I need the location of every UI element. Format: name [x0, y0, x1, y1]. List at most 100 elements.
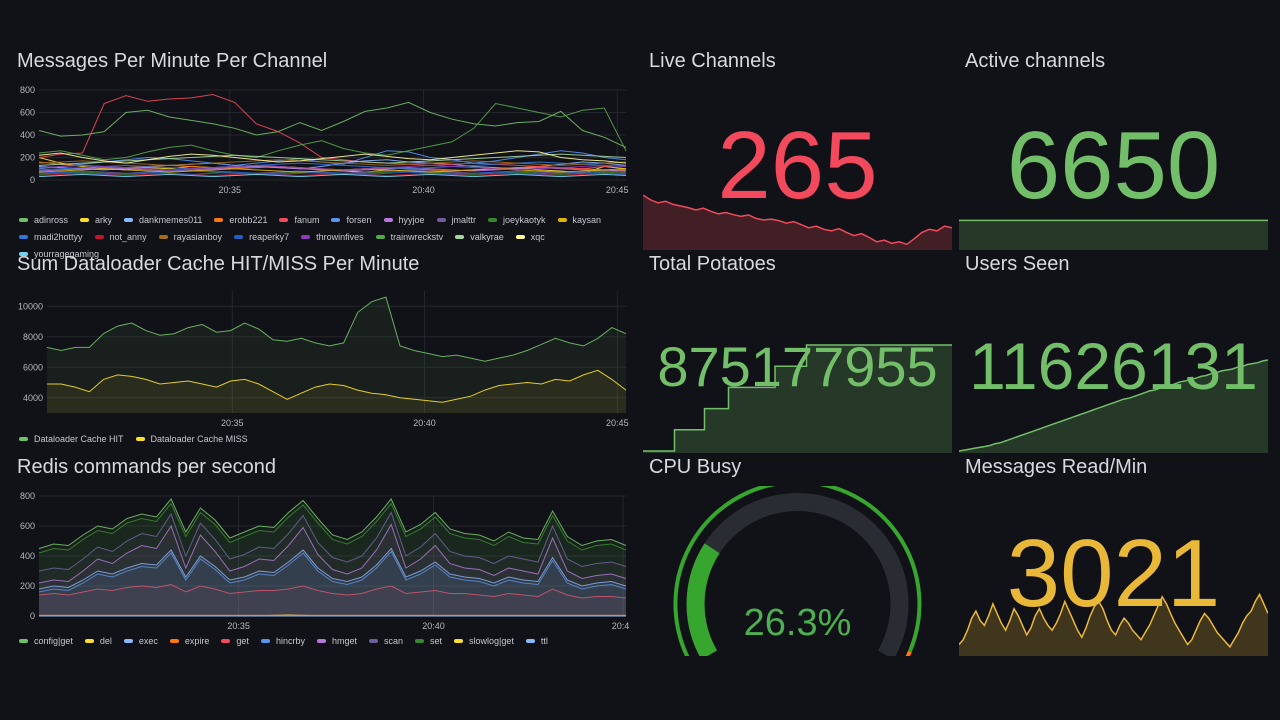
legend-swatch	[260, 639, 270, 643]
legend-item[interactable]: del	[84, 633, 112, 649]
series-line[interactable]	[38, 159, 627, 166]
legend-item[interactable]: Dataloader Cache HIT	[19, 431, 124, 447]
panel-title[interactable]: Live Channels	[649, 50, 776, 72]
legend-label: hmget	[331, 636, 357, 646]
x-tick-label: 20:45	[606, 185, 629, 195]
stat-value: 265	[717, 112, 878, 219]
legend-item[interactable]: kaysan	[557, 212, 601, 228]
series-line[interactable]	[38, 547, 627, 590]
legend-item[interactable]: trainwreckstv	[375, 229, 444, 245]
series-line[interactable]	[38, 523, 627, 584]
y-tick-label: 8000	[23, 332, 43, 342]
stat-value: 11626131	[969, 329, 1258, 403]
legend-item[interactable]: exec	[123, 633, 158, 649]
legend-item[interactable]: forsen	[331, 212, 372, 228]
series-line[interactable]	[38, 93, 627, 170]
legend-item[interactable]: config|get	[19, 633, 73, 649]
panel-title[interactable]: Users Seen	[965, 253, 1070, 275]
legend-item[interactable]: xqc	[515, 229, 545, 245]
series-line[interactable]	[38, 102, 627, 161]
legend-item[interactable]: valkyrae	[455, 229, 504, 245]
y-tick-label: 10000	[18, 301, 43, 311]
series-line[interactable]	[38, 168, 627, 173]
panel-title[interactable]: Active channels	[965, 50, 1106, 72]
legend-item[interactable]: arky	[80, 212, 112, 228]
legend-swatch	[414, 639, 424, 643]
legend-item[interactable]: hincrby	[260, 633, 305, 649]
x-tick-label: 20:40	[413, 418, 436, 428]
legend-item[interactable]: slowlog|get	[454, 633, 514, 649]
legend-swatch	[488, 218, 498, 222]
legend-label: config|get	[34, 636, 73, 646]
legend-item[interactable]: throwinfives	[301, 229, 364, 245]
chart-legend: adinross arky dankmemes011 erobb221 fanum for…	[19, 211, 629, 262]
messages-per-minute-chart[interactable]: 800 600 400 200 0 20:35 20:40 20:45	[17, 86, 630, 196]
panel-title[interactable]: Total Potatoes	[649, 253, 776, 275]
legend-label: trainwreckstv	[390, 232, 444, 242]
legend-item[interactable]: set	[414, 633, 442, 649]
series-line[interactable]	[38, 101, 627, 148]
legend-label: madi2hottyy	[34, 232, 83, 242]
legend-item[interactable]: dankmemes011	[124, 212, 202, 228]
legend-item[interactable]: scan	[368, 633, 403, 649]
series-line[interactable]	[38, 161, 627, 171]
legend-item[interactable]: rayasianboy	[158, 229, 223, 245]
dataloader-chart[interactable]: 10000 8000 6000 4000 20:35 20:40 20:45	[17, 287, 630, 429]
legend-label: adinross	[34, 215, 69, 225]
legend-item[interactable]: reaperky7	[234, 229, 289, 245]
legend-swatch	[158, 235, 168, 239]
x-tick-label: 20:35	[219, 185, 242, 195]
legend-swatch	[525, 639, 535, 643]
sparkline-area	[643, 195, 952, 250]
series-line[interactable]	[38, 498, 627, 549]
series-line[interactable]	[38, 164, 627, 171]
panel-title[interactable]: CPU Busy	[649, 456, 742, 478]
legend-item[interactable]: hmget	[316, 633, 357, 649]
series-line[interactable]	[47, 369, 627, 403]
x-tick-label: 20:35	[221, 418, 244, 428]
stat-value: 875177955	[657, 335, 938, 398]
legend-swatch	[84, 639, 94, 643]
series-line[interactable]	[38, 550, 627, 593]
series-line[interactable]	[38, 173, 627, 178]
legend-item[interactable]: madi2hottyy	[19, 229, 83, 245]
redis-chart[interactable]: 800 600 400 200 0 20:35 20:40 20:45	[17, 492, 630, 632]
legend-item[interactable]: jmalttr	[436, 212, 476, 228]
legend-item[interactable]: Dataloader Cache MISS	[135, 431, 248, 447]
y-tick-label: 400	[20, 551, 35, 561]
legend-label: rayasianboy	[173, 232, 223, 242]
panel-users-seen: Users Seen 11626131	[959, 253, 1268, 453]
series-line[interactable]	[38, 511, 627, 572]
legend-label: expire	[184, 636, 210, 646]
gauge-value-arc	[686, 543, 720, 656]
series-line[interactable]	[38, 583, 627, 599]
legend-item[interactable]: yourragegaming	[19, 246, 99, 262]
panel-title[interactable]: Messages Per Minute Per Channel	[17, 50, 328, 72]
series-line[interactable]	[38, 171, 627, 175]
panel-title[interactable]: Sum Dataloader Cache HIT/MISS Per Minute	[17, 253, 420, 275]
legend-swatch	[19, 218, 28, 222]
legend-item[interactable]: adinross	[19, 212, 68, 228]
series-line[interactable]	[38, 502, 627, 554]
y-tick-label: 600	[20, 521, 35, 531]
series-line[interactable]	[46, 296, 627, 362]
legend-item[interactable]: hyyjoe	[383, 212, 425, 228]
legend-item[interactable]: not_anny	[94, 229, 147, 245]
series-line[interactable]	[38, 150, 627, 164]
legend-item[interactable]: joeykaotyk	[488, 212, 546, 228]
panel-title[interactable]: Redis commands per second	[17, 456, 277, 478]
legend-item[interactable]: expire	[169, 633, 210, 649]
legend-item[interactable]: ttl	[525, 633, 548, 649]
series-line[interactable]	[38, 153, 627, 166]
chart-legend: config|get del exec expire get hincrby hmget sc…	[19, 632, 629, 649]
x-tick-label: 20:40	[412, 185, 435, 195]
legend-item[interactable]: fanum	[279, 212, 319, 228]
panel-cpu-busy: CPU Busy 26.3%	[643, 456, 952, 656]
sparkline-area	[959, 220, 1268, 250]
legend-label: del	[99, 636, 112, 646]
legend-item[interactable]: get	[221, 633, 249, 649]
legend-swatch	[515, 235, 525, 239]
panel-title[interactable]: Messages Read/Min	[965, 456, 1148, 478]
legend-item[interactable]: erobb221	[214, 212, 267, 228]
legend-label: get	[236, 636, 249, 646]
